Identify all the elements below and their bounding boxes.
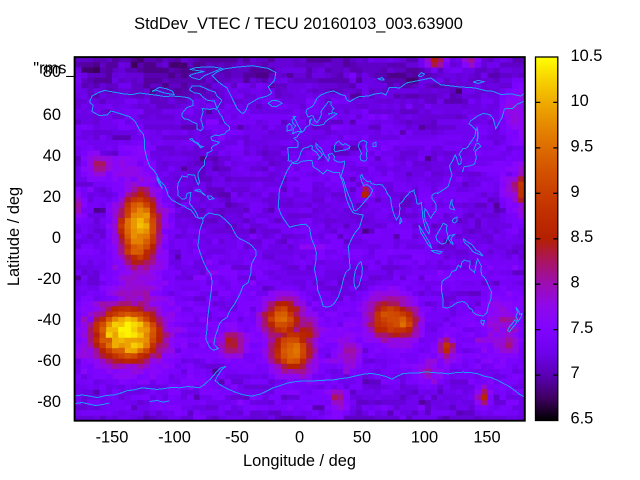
svg-text:9.5: 9.5	[571, 138, 594, 156]
svg-text:100: 100	[411, 428, 438, 446]
svg-text:80: 80	[43, 63, 61, 81]
svg-text:6.5: 6.5	[571, 410, 594, 428]
svg-text:Longitude / deg: Longitude / deg	[243, 452, 356, 470]
svg-text:0: 0	[52, 229, 61, 247]
svg-text:-80: -80	[37, 393, 61, 411]
svg-text:20: 20	[43, 188, 61, 206]
svg-text:0: 0	[295, 428, 304, 446]
svg-text:40: 40	[43, 147, 61, 165]
svg-text:60: 60	[43, 106, 61, 124]
svg-text:-50: -50	[225, 428, 249, 446]
svg-text:-60: -60	[37, 352, 61, 370]
svg-text:-100: -100	[158, 428, 191, 446]
svg-text:7.5: 7.5	[571, 319, 594, 337]
svg-text:"rms_: "rms_	[33, 60, 76, 78]
svg-text:8.5: 8.5	[571, 228, 594, 246]
svg-text:-150: -150	[96, 428, 129, 446]
svg-text:50: 50	[353, 428, 371, 446]
svg-text:7: 7	[571, 364, 580, 382]
svg-text:10: 10	[571, 92, 589, 110]
svg-text:9: 9	[571, 183, 580, 201]
svg-text:StdDev_VTEC / TECU 20160103_00: StdDev_VTEC / TECU 20160103_003.63900	[134, 15, 463, 33]
svg-text:-20: -20	[37, 270, 61, 288]
svg-text:10.5: 10.5	[571, 47, 603, 65]
svg-text:150: 150	[473, 428, 500, 446]
svg-text:8: 8	[571, 274, 580, 292]
svg-text:-40: -40	[37, 311, 61, 329]
svg-text:Latitude / deg: Latitude / deg	[5, 187, 23, 286]
